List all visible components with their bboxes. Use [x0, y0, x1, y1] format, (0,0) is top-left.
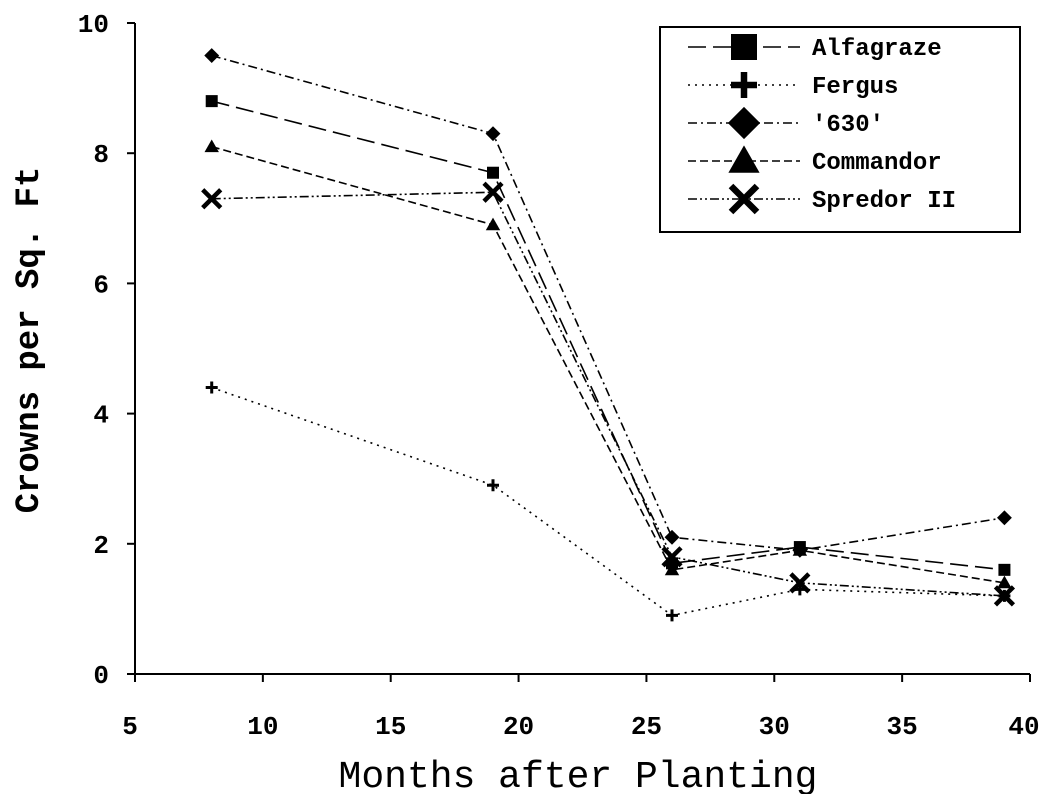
marker-x	[789, 572, 811, 594]
data-point	[664, 529, 680, 545]
data-point	[487, 166, 499, 179]
x-tick-label: 40	[1008, 712, 1039, 742]
y-tick-label: 0	[93, 661, 109, 691]
marker-diamond	[485, 126, 501, 142]
axes: 0 2 4 6 8 10 5 10 15 20 25 30 35 40	[78, 10, 1040, 742]
y-tick-label: 4	[93, 401, 109, 431]
legend-entry: Alfagraze	[688, 34, 942, 63]
series-line	[211, 54, 1005, 552]
marker-x	[661, 546, 683, 568]
x-tick-label: 15	[375, 712, 406, 742]
x-tick-label: 25	[631, 712, 662, 742]
marker-triangle	[204, 139, 219, 153]
series-3	[204, 139, 1012, 589]
legend-marker	[728, 145, 760, 173]
x-tick-label: 35	[887, 712, 918, 742]
data-point	[204, 48, 220, 63]
legend-box	[659, 26, 1021, 233]
legend-entry: Spredor II	[688, 183, 956, 215]
series-group	[201, 48, 1016, 622]
data-point	[666, 609, 678, 622]
marker-x	[728, 183, 760, 215]
marker-triangle	[792, 543, 808, 556]
data-point	[482, 181, 504, 203]
data-point	[789, 572, 811, 594]
data-point	[205, 381, 218, 394]
x-tick-label: 10	[247, 712, 278, 742]
marker-triangle	[728, 145, 760, 173]
data-point	[205, 95, 218, 108]
legend-marker	[731, 72, 757, 98]
marker-x	[201, 188, 223, 210]
series-line	[211, 386, 1005, 617]
series-1	[205, 381, 1011, 622]
legend-marker	[728, 183, 760, 215]
data-point	[487, 479, 499, 492]
data-point	[993, 585, 1016, 607]
y-tick-label: 8	[93, 140, 109, 170]
data-point	[485, 126, 501, 142]
marker-square	[487, 166, 499, 179]
data-point	[792, 543, 808, 556]
y-tick-label: 10	[78, 10, 109, 40]
data-point	[997, 575, 1012, 589]
legend-entry: Commandor	[688, 145, 942, 177]
series-line	[211, 145, 1005, 584]
marker-diamond	[996, 510, 1012, 526]
legend: Alfagraze Fergus '630' Commandor Spredor II	[659, 26, 1021, 233]
marker-diamond	[727, 106, 761, 140]
marker-diamond	[664, 529, 680, 545]
marker-triangle	[664, 562, 680, 576]
legend-label: Commandor	[812, 150, 942, 177]
marker-plus	[205, 381, 218, 394]
legend-label: '630'	[812, 112, 884, 139]
marker-x	[993, 585, 1016, 607]
series-line	[211, 100, 1005, 571]
legend-entry: Fergus	[688, 72, 898, 101]
data-point	[485, 217, 501, 231]
marker-triangle	[997, 575, 1012, 589]
data-point	[664, 562, 680, 576]
legend-entry: '630'	[688, 106, 884, 140]
legend-label: Alfagraze	[812, 36, 942, 63]
series-4	[201, 181, 1016, 607]
legend-marker	[727, 106, 761, 140]
data-point	[996, 510, 1012, 526]
series-2	[204, 48, 1012, 558]
y-axis-title: Crowns per Sq. Ft	[11, 167, 49, 514]
marker-square	[731, 34, 757, 60]
data-point	[204, 139, 219, 153]
marker-x	[482, 181, 504, 203]
data-point	[998, 563, 1011, 576]
marker-triangle	[485, 217, 501, 231]
marker-square	[998, 563, 1011, 576]
marker-plus	[731, 72, 757, 98]
marker-plus	[487, 479, 499, 492]
marker-square	[205, 95, 218, 108]
legend-label: Fergus	[812, 74, 898, 101]
legend-label: Spredor II	[812, 188, 956, 215]
marker-diamond	[204, 48, 220, 63]
data-point	[201, 188, 223, 210]
x-axis-title: Months after Planting	[339, 756, 818, 794]
legend-marker	[731, 34, 757, 60]
x-tick-label: 5	[122, 712, 138, 742]
marker-plus	[666, 609, 678, 622]
y-tick-label: 6	[93, 270, 109, 300]
data-point	[661, 546, 683, 568]
x-tick-label: 30	[759, 712, 790, 742]
x-tick-label: 20	[503, 712, 534, 742]
y-tick-label: 2	[93, 531, 109, 561]
